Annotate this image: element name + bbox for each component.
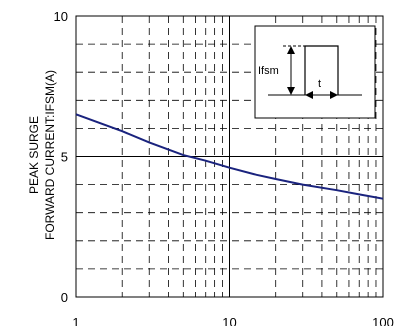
surge-curve [75,113,384,200]
y-axis-label-line2: FORWARD CURRENT:IFSM(A) [43,70,57,240]
x-tick-label: 10 [222,315,236,326]
inset-height-arrow-up [287,46,295,54]
inset-diagram: Ifsm t [254,25,376,119]
inset-height-arrow-down [287,87,295,95]
inset-box [254,25,376,119]
y-tick-label: 5 [61,150,68,165]
y-tick-label: 10 [54,9,68,24]
plot-frame [75,15,384,298]
inset-t-label: t [318,78,321,90]
y-axis-label: PEAK SURGE FORWARD CURRENT:IFSM(A) [27,70,57,240]
x-tick-label: 100 [372,315,394,326]
inset-pulse [304,45,339,95]
y-tick-label: 0 [61,290,68,305]
y-axis-label-line1: PEAK SURGE [27,116,41,194]
x-tick-label: 1 [72,315,79,326]
inset-ifsm-label: Ifsm [258,65,279,77]
inset-width-arrow-right [330,91,338,99]
tick-labels: 1 10 100 0 5 10 [54,9,394,326]
inset-width-arrow-left [305,91,313,99]
